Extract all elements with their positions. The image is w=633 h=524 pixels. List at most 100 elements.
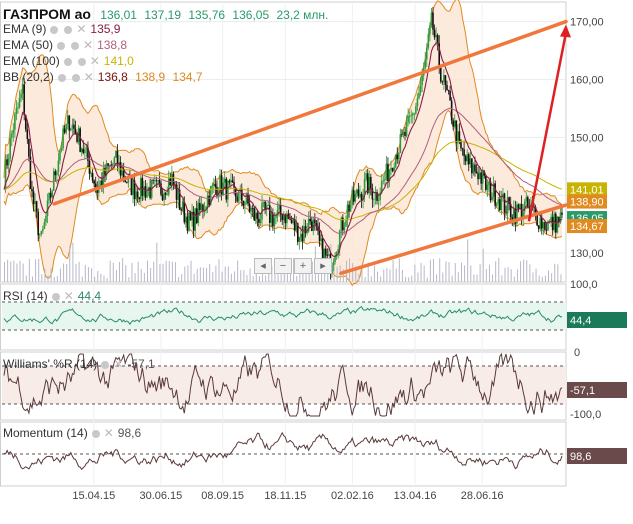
candle-up-body: [181, 201, 184, 211]
eye-icon[interactable]: [57, 41, 66, 50]
candle-down-body: [202, 204, 204, 212]
volume-bar: [38, 258, 40, 282]
volume-bar: [336, 266, 338, 282]
candle-up-body: [346, 204, 349, 221]
candle-down-body: [366, 173, 369, 193]
momentum-panel-frame: [0, 421, 567, 487]
candle-up-body: [205, 206, 207, 210]
volume-bar: [165, 260, 167, 282]
close-icon[interactable]: ✕: [103, 426, 114, 440]
eye-icon[interactable]: [57, 73, 66, 82]
candle-down-body: [301, 233, 304, 242]
zoom-out-button[interactable]: −: [274, 258, 292, 274]
volume-bar: [548, 270, 550, 282]
candle-up-body: [9, 137, 12, 159]
candle-down-body: [503, 193, 506, 213]
low-value: 135,76: [188, 8, 226, 22]
candle-down-body: [23, 84, 26, 115]
close-icon[interactable]: ✕: [83, 38, 94, 52]
candle-down-body: [315, 223, 318, 226]
volume-bar: [174, 262, 176, 282]
eye-icon[interactable]: [50, 25, 59, 34]
gear-icon[interactable]: [71, 41, 80, 50]
candle-up-body: [513, 208, 515, 220]
candle-up-body: [466, 154, 468, 162]
candle-up-body: [292, 219, 294, 224]
volume-bar: [35, 259, 37, 282]
candle-up-body: [354, 193, 357, 202]
candle-up-body: [390, 167, 392, 170]
date-tick-label: 15.04.15: [72, 490, 115, 502]
candle-up-body: [38, 233, 41, 236]
close-icon[interactable]: ✕: [76, 22, 87, 36]
candle-down-body: [24, 114, 27, 130]
candle-down-body: [314, 219, 316, 224]
volume-bar: [50, 268, 52, 282]
candle-down-body: [186, 216, 189, 231]
scroll-left-button[interactable]: ◂: [254, 258, 272, 274]
legend-bb: BB (20,2) ✕ 136,8 138,9 134,7: [3, 70, 203, 84]
volume-bar: [252, 276, 254, 282]
gear-icon[interactable]: [101, 360, 110, 369]
candle-up-body: [430, 12, 433, 26]
candle-down-body: [155, 180, 158, 182]
volume-bar: [380, 276, 382, 282]
candle-up-body: [4, 159, 7, 190]
date-tick-label: 30.06.15: [139, 490, 182, 502]
high-value: 137,19: [144, 8, 182, 22]
candle-down-body: [214, 183, 217, 187]
candle-up-body: [273, 217, 276, 227]
close-icon[interactable]: ✕: [113, 357, 124, 371]
candle-down-body: [124, 179, 127, 183]
projection-arrow-head: [560, 24, 571, 38]
candle-up-body: [185, 216, 187, 223]
candle-up-body: [522, 211, 524, 218]
candle-up-body: [139, 177, 142, 200]
volume-bar: [168, 261, 170, 282]
volume-bar: [153, 261, 155, 282]
candle-up-body: [135, 191, 137, 200]
candle-up-body: [373, 199, 375, 201]
volume-bar: [75, 263, 77, 282]
williams-axis-top-label: 0: [574, 347, 580, 359]
candle-down-body: [54, 171, 57, 176]
candle-down-body: [110, 164, 113, 166]
candle-up-body: [48, 192, 50, 201]
candle-up-body: [351, 190, 353, 205]
legend-header: ГАЗПРОМ ао 136,01 137,19 135,76 136,05 2…: [3, 6, 328, 22]
candle-up-body: [230, 180, 232, 183]
candle-up-body: [550, 216, 552, 222]
close-icon[interactable]: ✕: [63, 289, 74, 303]
gear-icon[interactable]: [64, 25, 73, 34]
candle-down-body: [26, 129, 29, 140]
candle-down-body: [310, 221, 313, 231]
gear-icon[interactable]: [77, 57, 86, 66]
zoom-in-button[interactable]: +: [294, 258, 312, 274]
candle-up-body: [343, 226, 346, 231]
rsi-badge-label: 44,4: [570, 315, 591, 327]
price-tick-label: 150,00: [570, 132, 604, 144]
eye-icon[interactable]: [63, 57, 72, 66]
candle-down-body: [236, 196, 238, 202]
gear-icon[interactable]: [91, 429, 100, 438]
candle-down-body: [268, 205, 271, 223]
candle-up-body: [18, 98, 21, 108]
candle-down-body: [376, 192, 378, 201]
volume-bar: [426, 277, 428, 282]
close-icon[interactable]: ✕: [89, 54, 100, 68]
candle-up-body: [146, 190, 148, 198]
close-icon[interactable]: ✕: [83, 70, 94, 84]
volume-bar: [10, 261, 12, 282]
gear-icon[interactable]: [51, 292, 60, 301]
candle-down-body: [138, 197, 141, 200]
candle-down-body: [289, 218, 291, 220]
scroll-right-button[interactable]: ▸: [314, 258, 332, 274]
candle-up-body: [328, 254, 330, 256]
candle-down-body: [309, 218, 312, 222]
candle-down-body: [360, 193, 363, 201]
candle-up-body: [338, 230, 341, 249]
candle-down-body: [242, 200, 245, 206]
price-badge-label: 134,67: [570, 221, 604, 233]
gear-icon[interactable]: [71, 73, 80, 82]
